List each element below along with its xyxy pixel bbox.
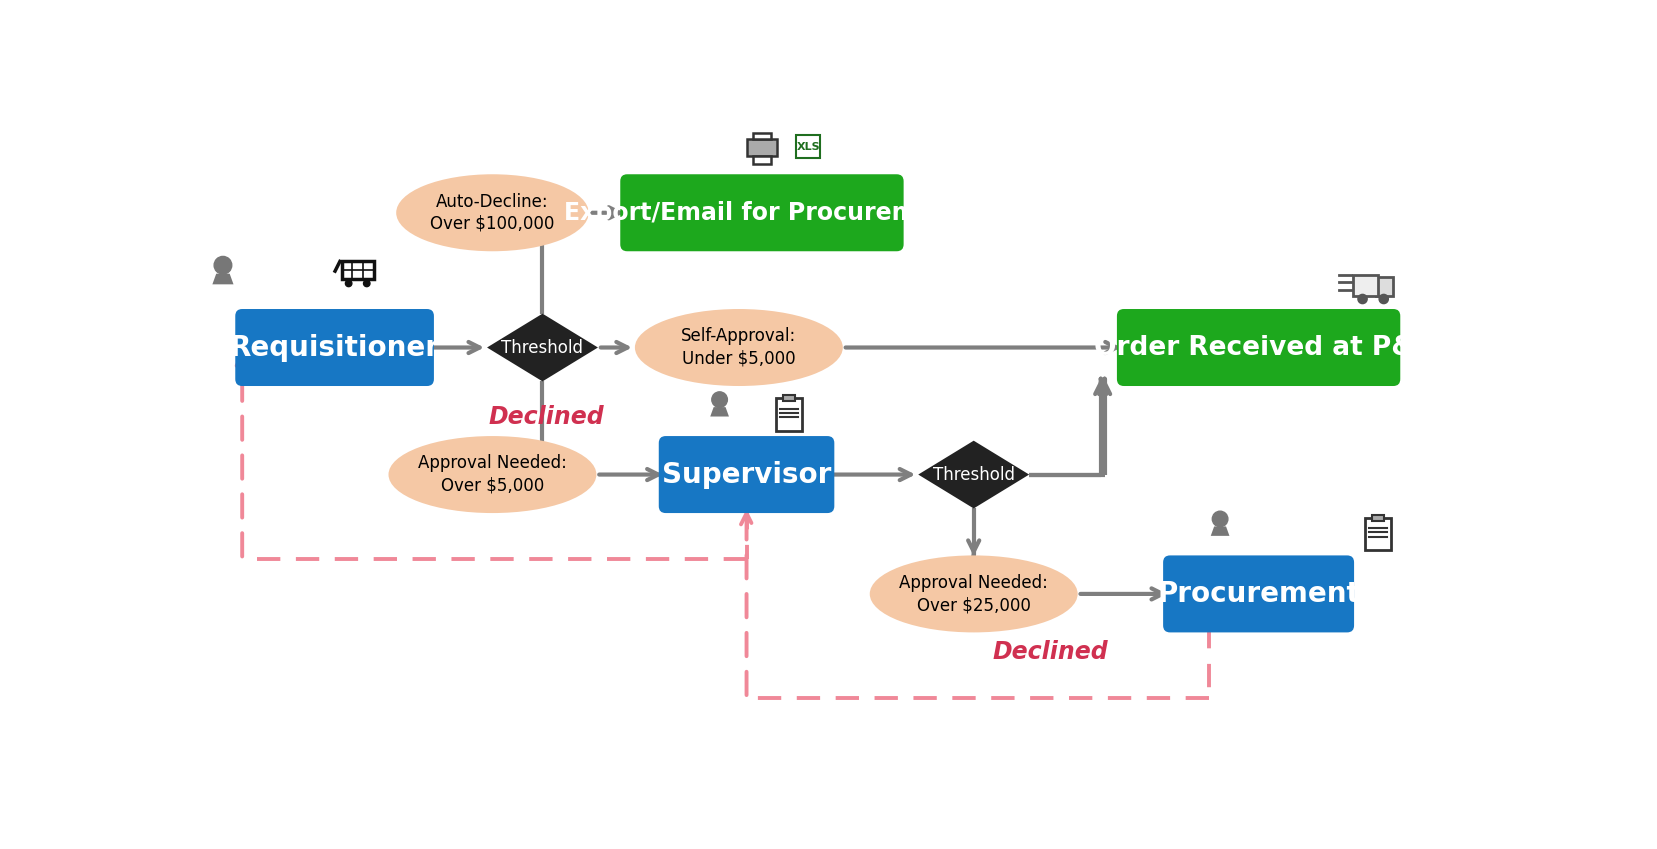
Ellipse shape	[635, 309, 842, 386]
Text: Export/Email for Procurement: Export/Email for Procurement	[563, 200, 959, 225]
Text: Procurement: Procurement	[1157, 580, 1359, 608]
Circle shape	[363, 280, 370, 287]
Text: Declined: Declined	[489, 405, 603, 429]
Polygon shape	[487, 313, 598, 381]
FancyBboxPatch shape	[620, 174, 903, 251]
Text: Supervisor: Supervisor	[661, 460, 830, 488]
Circle shape	[214, 256, 232, 274]
Ellipse shape	[870, 555, 1077, 633]
Text: Auto-Decline:
Over $100,000: Auto-Decline: Over $100,000	[431, 193, 555, 233]
Text: Declined: Declined	[993, 639, 1109, 664]
FancyBboxPatch shape	[235, 309, 434, 386]
FancyBboxPatch shape	[795, 135, 820, 159]
FancyBboxPatch shape	[752, 133, 771, 139]
Circle shape	[345, 280, 351, 287]
Polygon shape	[1210, 526, 1229, 536]
FancyBboxPatch shape	[1117, 309, 1400, 386]
Polygon shape	[212, 273, 234, 284]
Text: Approval Needed:
Over $25,000: Approval Needed: Over $25,000	[898, 574, 1047, 614]
Circle shape	[1211, 511, 1228, 526]
FancyBboxPatch shape	[752, 156, 771, 164]
Text: Requisitioner: Requisitioner	[229, 334, 439, 362]
FancyBboxPatch shape	[658, 436, 833, 513]
Polygon shape	[918, 441, 1029, 509]
Text: XLS: XLS	[795, 142, 820, 151]
FancyBboxPatch shape	[747, 139, 775, 156]
FancyBboxPatch shape	[1375, 277, 1392, 296]
FancyBboxPatch shape	[782, 396, 794, 402]
Text: Self-Approval:
Under $5,000: Self-Approval: Under $5,000	[681, 328, 795, 368]
Text: Threshold: Threshold	[933, 465, 1014, 484]
FancyBboxPatch shape	[775, 398, 802, 430]
Polygon shape	[709, 408, 729, 417]
Circle shape	[1379, 295, 1387, 304]
FancyBboxPatch shape	[1163, 555, 1354, 633]
Circle shape	[1357, 295, 1367, 304]
FancyBboxPatch shape	[1364, 518, 1390, 550]
Text: Order Received at P&I: Order Received at P&I	[1094, 335, 1423, 361]
Ellipse shape	[388, 436, 597, 513]
FancyBboxPatch shape	[1352, 275, 1377, 296]
Text: Threshold: Threshold	[500, 339, 583, 357]
Ellipse shape	[396, 174, 588, 251]
FancyBboxPatch shape	[1372, 514, 1384, 520]
Circle shape	[711, 392, 727, 408]
Text: Approval Needed:
Over $5,000: Approval Needed: Over $5,000	[418, 454, 567, 495]
